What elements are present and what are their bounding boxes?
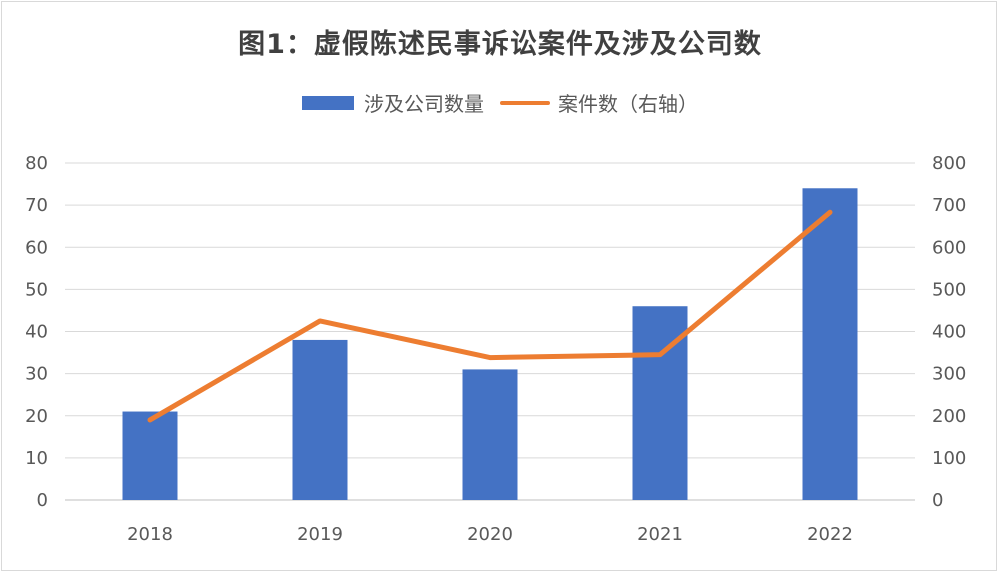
y-right-tick-label: 100 — [932, 448, 966, 469]
line-point — [149, 419, 151, 421]
legend-swatch-bar — [302, 95, 354, 110]
legend-item-line: 案件数（右轴） — [500, 88, 698, 117]
line-point — [829, 211, 831, 213]
y-right-tick-label: 600 — [932, 237, 966, 258]
y-right-tick-label: 300 — [932, 364, 966, 385]
y-left-tick-label: 40 — [25, 322, 48, 343]
y-right-tick-label: 800 — [932, 153, 966, 174]
chart-title: 图1：虚假陈述民事诉讼案件及涉及公司数 — [238, 29, 762, 60]
bar — [292, 339, 348, 500]
line-point — [489, 357, 491, 359]
y-left-tick-label: 30 — [25, 364, 48, 385]
y-right-tick-label: 700 — [932, 195, 966, 216]
legend-item-bar: 涉及公司数量 — [302, 88, 484, 117]
line-point — [319, 320, 321, 322]
y-left-tick-label: 20 — [25, 406, 48, 427]
y-left-tick-label: 10 — [25, 448, 48, 469]
bar — [462, 369, 518, 500]
bar — [122, 411, 178, 500]
y-left-tick-label: 60 — [25, 237, 48, 258]
y-right-tick-label: 500 — [932, 279, 966, 300]
bar — [802, 188, 858, 500]
y-right-tick-label: 200 — [932, 406, 966, 427]
x-tick-label: 2022 — [807, 524, 853, 545]
x-tick-label: 2019 — [297, 524, 343, 545]
legend: 涉及公司数量 案件数（右轴） — [0, 88, 1000, 117]
y-left-tick-label: 80 — [25, 153, 48, 174]
legend-swatch-line — [500, 100, 550, 105]
y-left-tick-label: 70 — [25, 195, 48, 216]
y-right-tick-label: 400 — [932, 322, 966, 343]
x-tick-label: 2020 — [467, 524, 513, 545]
y-right-tick-label: 0 — [932, 490, 943, 511]
y-left-tick-label: 0 — [37, 490, 48, 511]
line-point — [659, 354, 661, 356]
legend-label-line: 案件数（右轴） — [558, 92, 698, 116]
x-tick-label: 2018 — [127, 524, 173, 545]
x-tick-label: 2021 — [637, 524, 683, 545]
legend-label-bar: 涉及公司数量 — [364, 92, 484, 116]
y-left-tick-label: 50 — [25, 279, 48, 300]
